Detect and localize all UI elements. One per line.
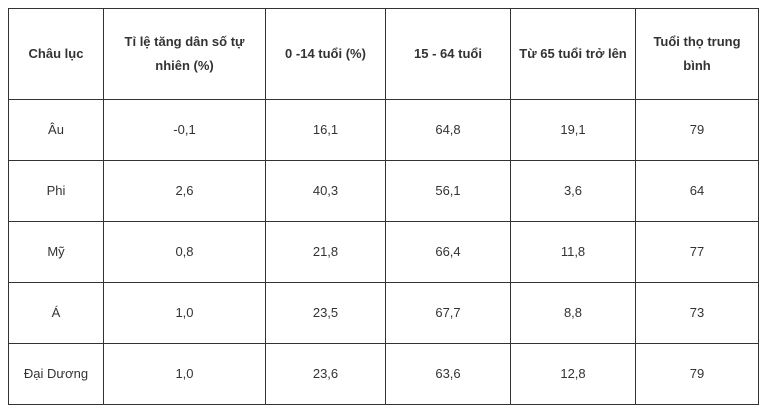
table-cell: 3,6 xyxy=(510,160,636,222)
table-cell: 1,0 xyxy=(103,343,266,405)
table-cell: Mỹ xyxy=(8,221,104,283)
table-cell: 21,8 xyxy=(265,221,386,283)
table-cell: 2,6 xyxy=(103,160,266,222)
table-cell: 66,4 xyxy=(385,221,511,283)
table-cell: 1,0 xyxy=(103,282,266,344)
table-row: Á 1,0 23,5 67,7 8,8 73 xyxy=(8,282,759,344)
table-cell: 12,8 xyxy=(510,343,636,405)
table-cell: 63,6 xyxy=(385,343,511,405)
header-cell: Tuổi thọ trung bình xyxy=(635,8,759,100)
table-cell: Á xyxy=(8,282,104,344)
table-cell: -0,1 xyxy=(103,99,266,161)
table-row: Âu -0,1 16,1 64,8 19,1 79 xyxy=(8,99,759,161)
table-cell: Âu xyxy=(8,99,104,161)
table-cell: 79 xyxy=(635,343,759,405)
header-cell: Châu lục xyxy=(8,8,104,100)
table-cell: Phi xyxy=(8,160,104,222)
table-cell: 64 xyxy=(635,160,759,222)
header-cell: Từ 65 tuổi trở lên xyxy=(510,8,636,100)
table-body: Âu -0,1 16,1 64,8 19,1 79 Phi 2,6 40,3 56,1 3,6 64 M… xyxy=(8,99,759,405)
table-row: Mỹ 0,8 21,8 66,4 11,8 77 xyxy=(8,221,759,283)
table-row: Phi 2,6 40,3 56,1 3,6 64 xyxy=(8,160,759,222)
table-cell: 67,7 xyxy=(385,282,511,344)
table-cell: 40,3 xyxy=(265,160,386,222)
header-row: Châu lục Tỉ lệ tăng dân số tự nhiên (%) 0 … xyxy=(8,8,759,100)
table-cell: 0,8 xyxy=(103,221,266,283)
table-cell: 56,1 xyxy=(385,160,511,222)
table-cell: 77 xyxy=(635,221,759,283)
table-cell: 11,8 xyxy=(510,221,636,283)
table-row: Đại Dương 1,0 23,6 63,6 12,8 79 xyxy=(8,343,759,405)
table-cell: Đại Dương xyxy=(8,343,104,405)
header-cell: Tỉ lệ tăng dân số tự nhiên (%) xyxy=(103,8,266,100)
population-table: Châu lục Tỉ lệ tăng dân số tự nhiên (%) 0 … xyxy=(8,8,759,405)
table-cell: 23,5 xyxy=(265,282,386,344)
table-cell: 79 xyxy=(635,99,759,161)
table-cell: 16,1 xyxy=(265,99,386,161)
header-cell: 0 -14 tuổi (%) xyxy=(265,8,386,100)
table-cell: 73 xyxy=(635,282,759,344)
table-cell: 19,1 xyxy=(510,99,636,161)
table-cell: 64,8 xyxy=(385,99,511,161)
header-cell: 15 - 64 tuổi xyxy=(385,8,511,100)
table-cell: 23,6 xyxy=(265,343,386,405)
table-cell: 8,8 xyxy=(510,282,636,344)
